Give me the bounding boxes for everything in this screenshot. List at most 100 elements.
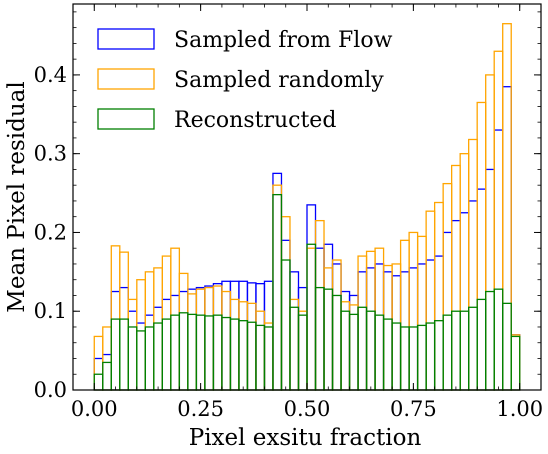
histogram-bar xyxy=(110,245,121,391)
x-axis-label: Pixel exsitu fraction xyxy=(189,425,422,451)
histogram-bar xyxy=(306,247,317,391)
histogram-bar xyxy=(263,280,274,391)
x-tick-label: 1.00 xyxy=(496,397,543,421)
histogram-bar xyxy=(382,264,393,391)
histogram-bar xyxy=(416,324,427,391)
histogram-bar xyxy=(450,219,461,391)
histogram-bar xyxy=(238,301,249,391)
histogram-bar xyxy=(433,320,444,391)
histogram-bar xyxy=(110,290,121,391)
histogram-bar xyxy=(450,164,461,391)
histogram-bar xyxy=(212,314,223,391)
histogram-bar xyxy=(382,318,393,391)
histogram-bar xyxy=(136,322,146,391)
histogram-bar xyxy=(374,314,385,391)
histogram-bar xyxy=(391,322,402,391)
histogram-bar xyxy=(476,188,487,391)
histogram-bar xyxy=(493,288,504,391)
y-tick-label: 0.4 xyxy=(34,63,67,87)
histogram-bar xyxy=(468,200,478,391)
axis-ticks: 0.00 0.25 0.50 0.75 1.00 0.0 0.1 0.2 0.3 0.4 xyxy=(34,4,543,421)
histogram-bar xyxy=(485,168,495,391)
histogram-bar xyxy=(161,298,172,391)
histogram-bar xyxy=(399,326,410,391)
y-axis-label: Mean Pixel residual xyxy=(4,81,30,312)
histogram-bar xyxy=(187,313,198,391)
histogram-bar xyxy=(340,290,351,391)
histogram-bar xyxy=(485,290,495,391)
histogram-bar xyxy=(476,298,487,391)
histogram-bar xyxy=(102,353,112,391)
histogram-bar xyxy=(493,129,504,391)
histogram-bar xyxy=(502,86,512,391)
histogram-bar xyxy=(144,326,155,391)
histogram-bar xyxy=(229,298,240,391)
legend-swatch xyxy=(97,108,155,130)
x-tick-label: 0.75 xyxy=(390,397,437,421)
histogram-bar xyxy=(459,153,470,391)
histogram-bar xyxy=(408,231,419,391)
histogram-bar xyxy=(468,138,478,391)
y-tick-label: 0.1 xyxy=(34,299,67,323)
histogram-bar xyxy=(365,310,376,391)
histogram-bar xyxy=(178,290,189,391)
histogram-bar xyxy=(195,314,206,391)
histogram-bar xyxy=(357,271,368,391)
histogram-bar xyxy=(314,247,325,391)
histogram-bar xyxy=(306,243,317,391)
histogram-bar xyxy=(204,315,215,391)
histogram-bar xyxy=(382,271,393,391)
histogram-bar xyxy=(127,298,138,391)
histogram-bar xyxy=(93,335,104,391)
histogram-bar xyxy=(348,313,359,391)
histogram-bar xyxy=(195,286,206,391)
x-tick-label: 0.50 xyxy=(284,397,331,421)
histogram-bar xyxy=(93,373,104,391)
histogram-bar xyxy=(340,310,351,391)
histogram-bar xyxy=(289,306,300,391)
histogram-bar xyxy=(323,267,334,391)
histogram-bar xyxy=(280,259,291,391)
histogram-bar xyxy=(323,288,334,391)
histogram-bar xyxy=(459,310,470,391)
histogram-bar xyxy=(340,301,351,391)
histogram-bar xyxy=(161,255,172,391)
histogram-bar xyxy=(289,271,300,391)
histogram-bar xyxy=(212,285,223,391)
histogram-bar xyxy=(255,324,266,391)
histogram-bar xyxy=(314,286,325,391)
histogram-bar xyxy=(442,182,453,391)
histogram-bar xyxy=(102,361,112,391)
histogram-bar xyxy=(510,334,521,391)
histogram-bar xyxy=(204,285,215,391)
histogram-bar xyxy=(306,204,317,391)
histogram-bar xyxy=(357,306,368,391)
histogram-bar xyxy=(136,330,146,391)
histogram-bar xyxy=(161,318,172,391)
legend-label: Sampled from Flow xyxy=(174,28,393,53)
histogram-bar xyxy=(229,318,240,391)
histogram-bar xyxy=(502,302,512,391)
histogram-bar xyxy=(280,216,291,391)
histogram-bar xyxy=(127,326,138,391)
histogram-bar xyxy=(374,263,385,391)
histogram-bar xyxy=(272,184,283,391)
histogram-bar xyxy=(502,23,512,391)
histogram-bar xyxy=(485,74,495,391)
histogram-bar xyxy=(510,334,521,391)
histogram-bar xyxy=(365,250,376,391)
histogram-bar xyxy=(433,255,444,391)
histogram-bar xyxy=(280,239,291,391)
histogram-bar xyxy=(297,286,308,391)
histogram-bar xyxy=(357,255,368,391)
histogram-bar xyxy=(459,212,470,391)
histogram-bar xyxy=(136,279,146,391)
histogram-bar xyxy=(170,314,181,391)
histogram-bar xyxy=(416,263,427,391)
histogram-bar xyxy=(374,247,385,391)
histogram-bar xyxy=(433,201,444,391)
histogram-bar xyxy=(408,326,419,391)
histogram-bar xyxy=(255,310,266,391)
histogram-bar xyxy=(110,318,121,391)
